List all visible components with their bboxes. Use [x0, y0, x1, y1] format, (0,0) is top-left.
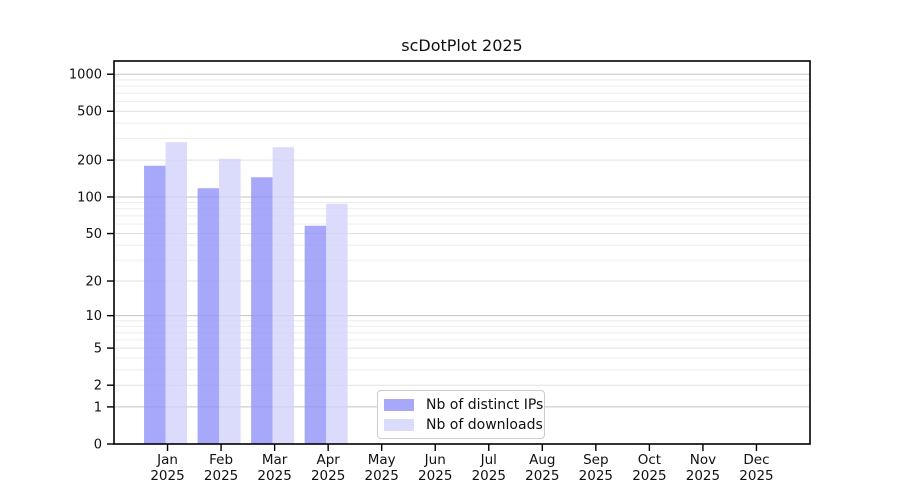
x-tick-label-month: Apr	[316, 452, 340, 468]
legend-item-distinct-ips: Nb of distinct IPs	[384, 396, 543, 413]
x-axis: Jan2025Feb2025Mar2025Apr2025May2025Jun20…	[150, 444, 774, 484]
legend-item-downloads: Nb of downloads	[384, 416, 543, 433]
legend-swatch-distinct-ips	[384, 398, 414, 411]
bar-nb-of-downloads-mar	[272, 147, 295, 444]
y-tick-label: 2	[94, 379, 102, 394]
x-tick-label-year: 2025	[150, 468, 184, 484]
plot-border	[113, 60, 811, 445]
bar-nb-of-downloads-jan	[165, 142, 188, 444]
x-tick-label-year: 2025	[686, 468, 720, 484]
y-tick-label: 100	[77, 190, 102, 205]
x-tick-label-year: 2025	[257, 468, 291, 484]
bar-nb-of-distinct-ips-mar	[251, 177, 273, 444]
y-axis: 0 1 2 5 10 20 50 100 200 500 1000	[69, 68, 114, 453]
legend-swatch-downloads	[384, 418, 414, 431]
x-tick-label-month: Aug	[529, 452, 555, 468]
legend-label-distinct-ips: Nb of distinct IPs	[426, 396, 544, 413]
x-tick-label-month: Jun	[424, 452, 446, 468]
legend-label-downloads: Nb of downloads	[426, 416, 543, 433]
y-tick-label: 200	[77, 154, 102, 169]
x-tick-label-month: May	[368, 452, 396, 468]
y-tick-label: 500	[77, 105, 102, 120]
x-tick-label-year: 2025	[739, 468, 773, 484]
x-tick-label-month: Jan	[156, 452, 178, 468]
x-tick-label-year: 2025	[579, 468, 613, 484]
bars	[144, 142, 348, 444]
x-tick-label-month: Sep	[583, 452, 608, 468]
x-tick-label-year: 2025	[418, 468, 452, 484]
x-tick-label-month: Jul	[480, 452, 497, 468]
y-tick-label: 50	[85, 227, 102, 242]
y-tick-label: 1	[94, 400, 102, 415]
y-tick-label: 5	[94, 342, 102, 357]
chart-title: scDotPlot 2025	[401, 36, 523, 55]
x-tick-label-year: 2025	[632, 468, 666, 484]
x-tick-label-month: Nov	[690, 452, 716, 468]
x-tick-label-month: Feb	[209, 452, 233, 468]
x-tick-label-month: Oct	[638, 452, 661, 468]
x-tick-label-year: 2025	[204, 468, 238, 484]
bar-nb-of-downloads-feb	[219, 158, 241, 444]
bar-nb-of-distinct-ips-feb	[197, 188, 220, 444]
y-tick-label: 20	[85, 275, 102, 290]
x-tick-label-year: 2025	[365, 468, 399, 484]
x-tick-label-month: Dec	[743, 452, 769, 468]
bar-nb-of-downloads-apr	[326, 203, 348, 444]
x-tick-label-year: 2025	[472, 468, 506, 484]
y-tick-label: 0	[94, 438, 102, 453]
legend: Nb of distinct IPs Nb of downloads	[377, 390, 545, 439]
x-tick-label-month: Mar	[262, 452, 288, 468]
y-tick-label: 1000	[69, 68, 102, 83]
y-tick-label: 10	[85, 309, 102, 324]
x-tick-label-year: 2025	[525, 468, 559, 484]
x-tick-label-year: 2025	[311, 468, 345, 484]
bar-nb-of-distinct-ips-jan	[144, 165, 166, 444]
bar-nb-of-distinct-ips-apr	[304, 225, 327, 444]
